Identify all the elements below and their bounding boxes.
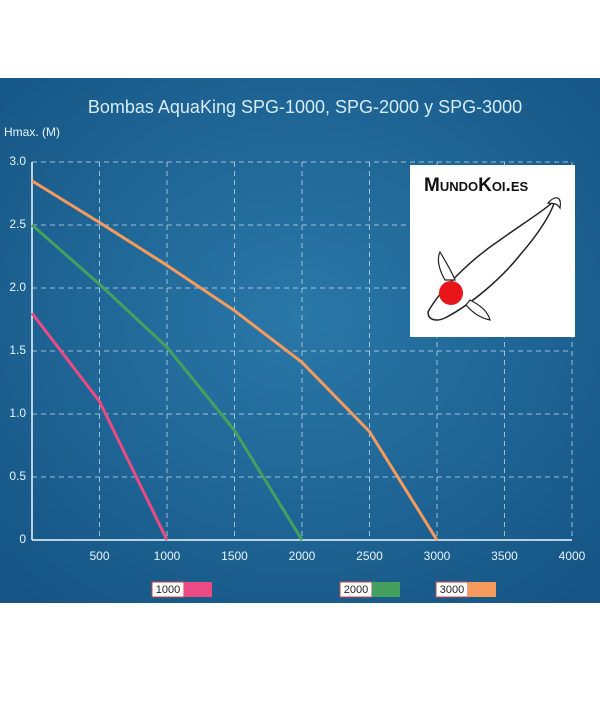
logo: MundoKoi.es xyxy=(410,165,575,337)
logo-text: MundoKoi.es xyxy=(424,175,528,196)
legend-label: 1000 xyxy=(156,584,180,596)
legend: 1000 2000 3000 xyxy=(151,581,496,598)
legend-swatch xyxy=(372,582,400,597)
x-tick-label: 3000 xyxy=(424,549,451,563)
y-tick-label: 0.5 xyxy=(9,469,26,483)
koi-fin xyxy=(437,250,456,281)
x-tick-label: 1000 xyxy=(154,549,181,563)
x-tick-label: 500 xyxy=(89,549,109,563)
x-tick-label: 1500 xyxy=(221,549,248,563)
koi-spot xyxy=(439,281,463,305)
koi-fin xyxy=(465,299,491,321)
legend-label: 2000 xyxy=(344,584,368,596)
koi-tail xyxy=(546,197,561,210)
y-tick-label: 2.0 xyxy=(9,280,26,294)
legend-swatch xyxy=(184,582,212,597)
legend-swatch xyxy=(468,582,496,597)
y-tick-label: 1.0 xyxy=(9,406,26,420)
y-tick-label: 3.0 xyxy=(9,154,26,168)
series-line xyxy=(31,179,439,541)
y-tick-label: 2.5 xyxy=(9,217,26,231)
x-tick-label: 2500 xyxy=(356,549,383,563)
y-tick-label: 1.5 xyxy=(9,343,26,357)
y-axis-label: Hmax. (M) xyxy=(4,125,60,139)
chart-title: Bombas AquaKing SPG-1000, SPG-2000 y SPG… xyxy=(88,97,522,117)
series-line xyxy=(30,312,169,541)
y-tick-label: 0 xyxy=(19,532,26,546)
x-tick-label: 3500 xyxy=(491,549,518,563)
legend-label: 3000 xyxy=(440,584,464,596)
x-tick-label: 2000 xyxy=(289,549,316,563)
series-line xyxy=(31,223,304,541)
panel xyxy=(0,78,600,603)
x-tick-label: 4000 xyxy=(559,549,586,563)
